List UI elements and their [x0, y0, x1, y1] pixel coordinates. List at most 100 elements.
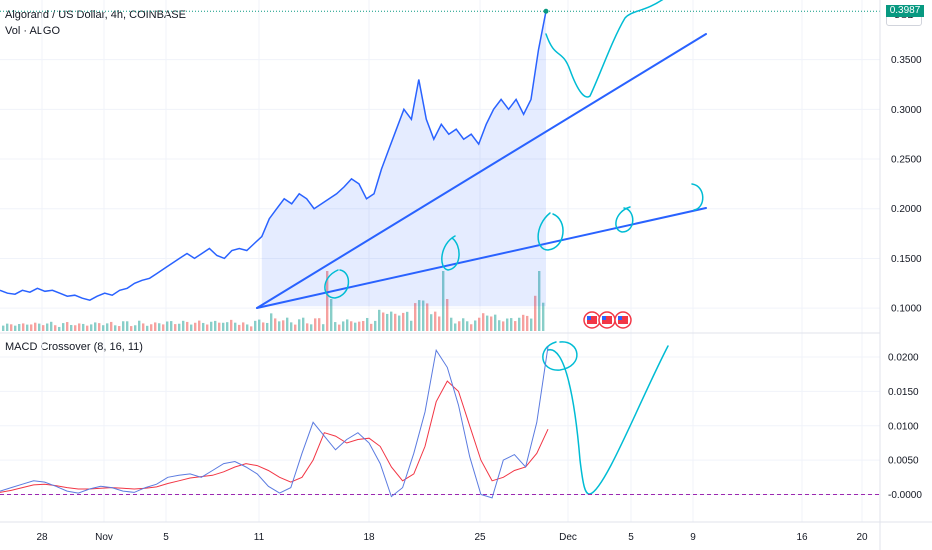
- volume-bar: [422, 300, 425, 331]
- price-line: [0, 11, 547, 302]
- volume-bar: [482, 313, 485, 331]
- volume-bar: [346, 319, 349, 331]
- volume-bar: [418, 300, 421, 331]
- volume-bar: [450, 317, 453, 331]
- volume-bar: [82, 323, 85, 331]
- volume-bar: [290, 322, 293, 331]
- volume-bar: [406, 311, 409, 331]
- drawings: [256, 0, 707, 495]
- price-tick-label: 0.2500: [891, 155, 922, 166]
- volume-bar: [306, 323, 309, 331]
- time-tick-label: 5: [628, 532, 634, 543]
- volume-bar: [382, 312, 385, 331]
- volume-bar: [126, 321, 129, 331]
- volume-bar: [282, 320, 285, 331]
- macd-tick-label: 0.0150: [888, 387, 919, 398]
- flag-icon-us-2: [598, 311, 616, 329]
- volume-bar: [542, 302, 545, 331]
- volume-bar: [370, 323, 373, 331]
- circle-mark-3: [537, 212, 564, 251]
- volume-bar: [330, 299, 333, 331]
- volume-bar: [206, 324, 209, 331]
- volume-bar: [318, 318, 321, 331]
- volume-bar: [298, 319, 301, 331]
- volume-bar: [14, 325, 17, 331]
- volume-bar: [98, 323, 101, 331]
- volume-bar: [454, 323, 457, 331]
- volume-bar: [302, 317, 305, 331]
- volume-bar: [138, 320, 141, 331]
- volume-bar: [130, 326, 133, 331]
- volume-bar: [250, 326, 253, 331]
- projection-curve-price: [545, 0, 664, 98]
- circle-mark-2: [441, 235, 460, 271]
- volume-bar: [26, 324, 29, 331]
- volume-bar: [354, 322, 357, 331]
- volume-bar: [502, 321, 505, 331]
- volume-bar: [50, 321, 53, 331]
- price-tick-label: 0.2000: [891, 204, 922, 215]
- volume-bar: [322, 324, 325, 331]
- volume-bar: [366, 317, 369, 331]
- circle-mark-5: [691, 183, 704, 211]
- price-area-fill: [261, 11, 546, 307]
- volume-bar: [46, 323, 49, 331]
- volume-bar: [326, 271, 329, 331]
- volume-bar: [358, 321, 361, 331]
- volume-bar: [458, 321, 461, 331]
- volume-bar: [274, 318, 277, 331]
- volume-label: Vol · ALGO: [5, 25, 61, 37]
- volume-bar: [294, 324, 297, 331]
- volume-bar: [114, 325, 117, 331]
- projection-curve-macd: [547, 345, 669, 495]
- volume-bar: [10, 324, 13, 331]
- volume-bar: [90, 324, 93, 331]
- volume-bar: [394, 313, 397, 331]
- volume-bar: [102, 325, 105, 331]
- volume-bar: [134, 325, 137, 331]
- volume-bar: [186, 321, 189, 331]
- volume-bar: [378, 309, 381, 331]
- volume-bar: [198, 320, 201, 331]
- volume-bar: [210, 321, 213, 331]
- volume-bar: [182, 320, 185, 331]
- volume-bar: [278, 321, 281, 331]
- volume-bar: [474, 320, 477, 331]
- volume-bar: [498, 320, 501, 331]
- volume-bar: [510, 318, 513, 331]
- volume-bar: [534, 295, 537, 331]
- volume-bar: [342, 321, 345, 331]
- volume-bar: [390, 311, 393, 331]
- volume-bar: [142, 323, 145, 331]
- volume-bar: [106, 323, 109, 331]
- price-tick-label: 0.3500: [891, 55, 922, 66]
- volume-bar: [410, 320, 413, 331]
- volume-bar: [42, 325, 45, 331]
- volume-bar: [242, 322, 245, 331]
- circle-mark-4: [615, 206, 634, 233]
- time-tick-label: 18: [363, 532, 375, 543]
- time-tick-label: Nov: [95, 532, 113, 543]
- volume-bar: [426, 303, 429, 331]
- time-tick-label: 20: [856, 532, 868, 543]
- event-icons: [583, 311, 632, 329]
- volume-bar: [150, 324, 153, 331]
- volume-bar: [122, 321, 125, 331]
- volume-bar: [166, 321, 169, 331]
- volume-bar: [174, 324, 177, 331]
- volume-bar: [518, 317, 521, 331]
- volume-bar: [74, 325, 77, 331]
- macd-tick-label: 0.0050: [888, 456, 919, 467]
- volume-bar: [466, 321, 469, 331]
- time-tick-label: 28: [36, 532, 48, 543]
- volume-bar: [446, 299, 449, 331]
- macd-tick-label: -0.0000: [888, 490, 922, 501]
- time-axis: 28 Nov 5 11 18 25 Dec 5 9 16 20: [36, 532, 868, 543]
- volume-bar: [2, 325, 5, 331]
- volume-bar: [490, 316, 493, 331]
- volume-bar: [270, 313, 273, 331]
- volume-bar: [30, 324, 33, 331]
- volume-bar: [194, 322, 197, 331]
